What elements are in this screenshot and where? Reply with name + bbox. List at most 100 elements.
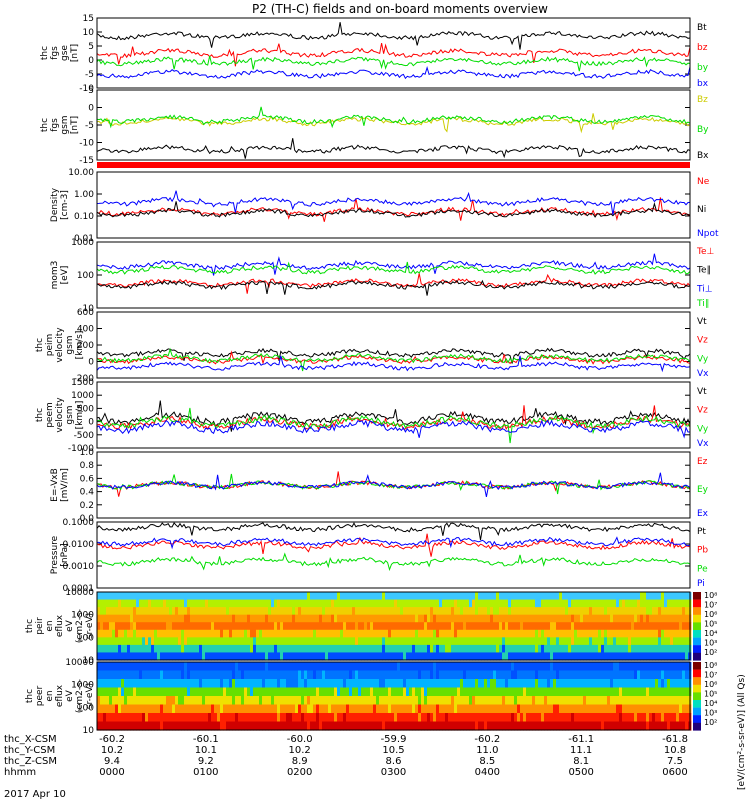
spectrogram-cell [184, 713, 188, 723]
spectrogram-cell [463, 637, 467, 646]
legend-entry: Pt [697, 527, 706, 537]
spectrogram-cell [532, 713, 536, 723]
spectrogram-cell [505, 644, 509, 654]
spectrogram-cell [673, 696, 677, 706]
spectrogram-cell [448, 637, 452, 646]
spectrogram-cell [133, 687, 137, 697]
spectrogram-cell [262, 652, 266, 661]
spectrogram-cell [370, 599, 374, 608]
spectrogram-cell [649, 614, 653, 623]
spectrogram-cell [274, 637, 278, 646]
spectrogram-cell [463, 607, 467, 616]
spectrogram-cell [370, 637, 374, 646]
spectrogram-cell [160, 662, 164, 672]
spectrogram-cell [385, 652, 389, 661]
spectrogram-cell [208, 687, 212, 697]
spectrogram-cell [685, 662, 689, 672]
spectrogram-cell [358, 662, 362, 672]
spectrogram-cell [640, 721, 644, 731]
spectrogram-cell [628, 704, 632, 714]
spectrogram-cell [166, 662, 170, 672]
spectrogram-cell [517, 721, 521, 731]
spectrogram-cell [643, 599, 647, 608]
spectrogram-cell [295, 721, 299, 731]
spectrogram-cell [169, 704, 173, 714]
spectrogram-cell [568, 704, 572, 714]
spectrogram-cell [478, 704, 482, 714]
spectrogram-cell [313, 622, 317, 631]
spectrogram-cell [331, 652, 335, 661]
spectrogram-cell [499, 704, 503, 714]
spectrogram-cell [103, 652, 107, 661]
spectrogram-cell [160, 629, 164, 638]
spectrogram-cell [517, 644, 521, 654]
spectrogram-cell [247, 644, 251, 654]
spectrogram-cell [577, 622, 581, 631]
spectrogram-cell [652, 652, 656, 661]
spectrogram-cell [403, 592, 407, 601]
panel-peir_eflux: thc peir en eflux eV (cm2-s-sr-eV)10000100010… [25, 588, 692, 666]
spectrogram-cell [187, 687, 191, 697]
spectrogram-cell [475, 607, 479, 616]
spectrogram-cell [235, 713, 239, 723]
spectrogram-cell [343, 704, 347, 714]
spectrogram-cell [142, 644, 146, 654]
spectrogram-cell [229, 592, 233, 601]
spectrogram-cell [538, 687, 542, 697]
spectrogram-cell [343, 679, 347, 689]
spectrogram-cell [415, 652, 419, 661]
spectrogram-cell [481, 614, 485, 623]
spectrogram-cell [286, 679, 290, 689]
spectrogram-cell [538, 704, 542, 714]
spectrogram-cell [247, 670, 251, 680]
spectrogram-cell [184, 599, 188, 608]
spectrogram-cell [223, 721, 227, 731]
spectrogram-cell [430, 599, 434, 608]
spectrogram-cell [643, 713, 647, 723]
spectrogram-cell [457, 644, 461, 654]
spectrogram-cell [142, 629, 146, 638]
spectrogram-cell [232, 704, 236, 714]
spectrogram-cell [460, 713, 464, 723]
spectrogram-cell [223, 599, 227, 608]
spectrogram-cell [430, 614, 434, 623]
spectrogram-cell [679, 687, 683, 697]
spectrogram-cell [505, 652, 509, 661]
spectrogram-cell [478, 629, 482, 638]
spectrogram-cell [412, 670, 416, 680]
x-row-value: 0500 [568, 767, 593, 778]
spectrogram-cell [586, 614, 590, 623]
spectrogram-cell [664, 670, 668, 680]
spectrogram-cell [121, 721, 125, 731]
spectrogram-cell [418, 713, 422, 723]
spectrogram-cell [304, 704, 308, 714]
spectrogram-cell [376, 629, 380, 638]
spectrogram-cell [529, 670, 533, 680]
spectrogram-cell [151, 592, 155, 601]
spectrogram-cell [250, 704, 254, 714]
spectrogram-cell [433, 614, 437, 623]
spectrogram-cell [382, 713, 386, 723]
spectrogram-cell [598, 599, 602, 608]
spectrogram-cell [418, 679, 422, 689]
spectrogram-cell [307, 721, 311, 731]
spectrogram-cell [535, 713, 539, 723]
spectrogram-cell [430, 644, 434, 654]
spectrogram-cell [589, 679, 593, 689]
spectrogram-cell [379, 614, 383, 623]
spectrogram-cell [601, 662, 605, 672]
spectrogram-cell [502, 704, 506, 714]
spectrogram-cell [472, 599, 476, 608]
spectrogram-cell [121, 599, 125, 608]
spectrogram-cell [235, 614, 239, 623]
spectrogram-cell [337, 670, 341, 680]
spectrogram-cell [256, 614, 260, 623]
spectrogram-cell [262, 592, 266, 601]
spectrogram-cell [460, 704, 464, 714]
spectrogram-cell [187, 721, 191, 731]
y-tick-label: 400 [77, 325, 94, 335]
spectrogram-cell [226, 713, 230, 723]
spectrogram-cell [529, 622, 533, 631]
spectrogram-cell [301, 713, 305, 723]
